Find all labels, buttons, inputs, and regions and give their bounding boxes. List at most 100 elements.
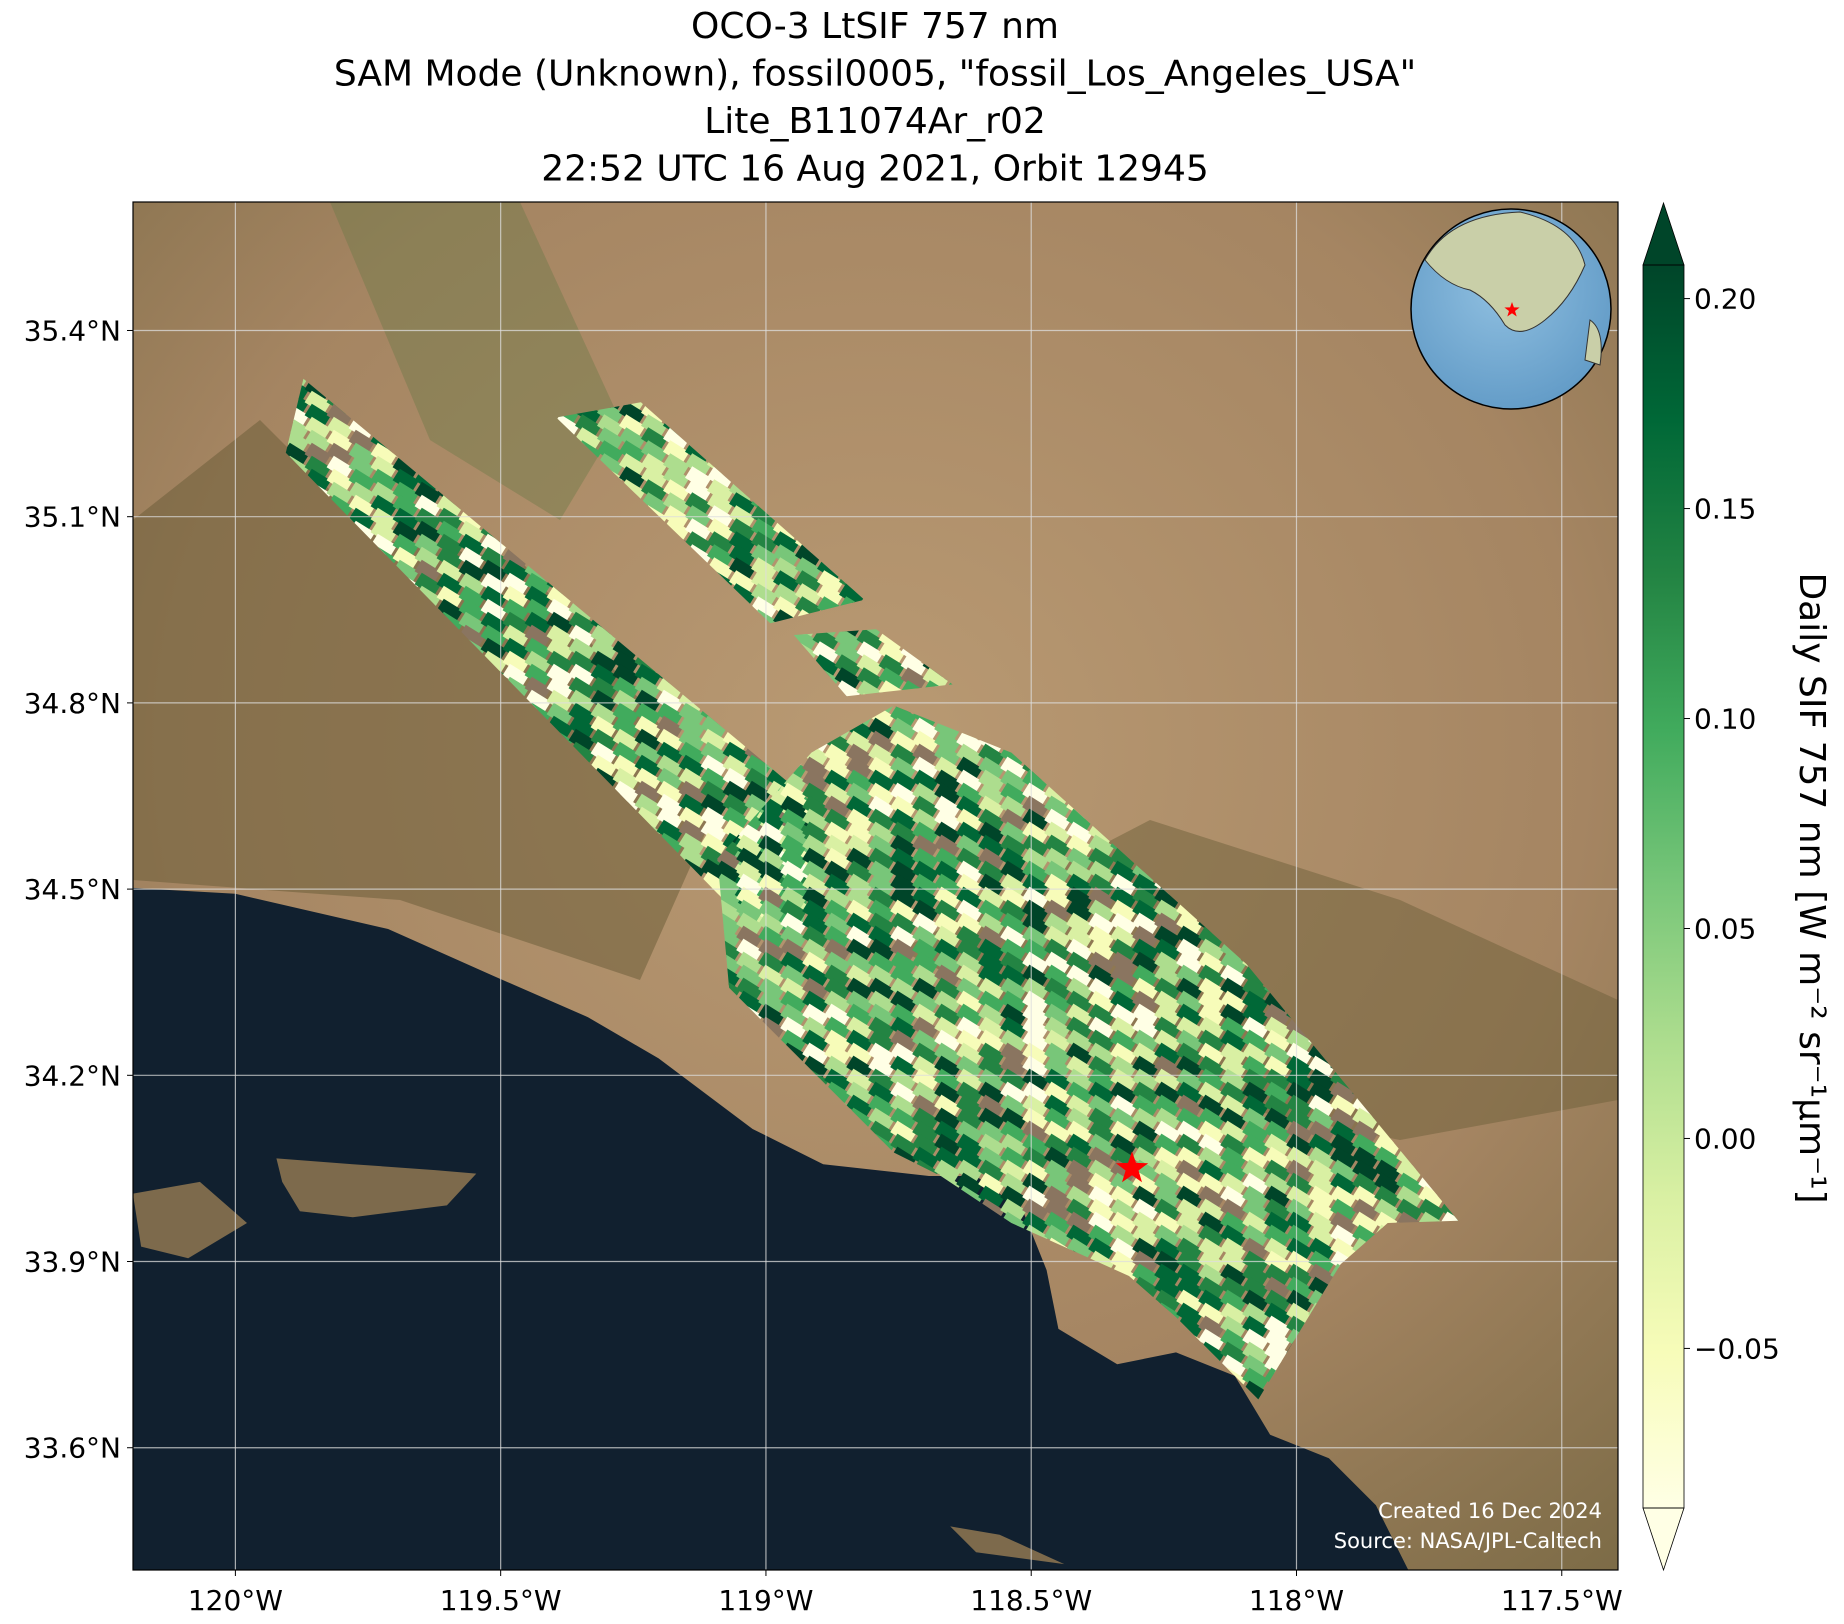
swath-cell <box>1066 1003 1093 1028</box>
swath-cell <box>436 585 463 610</box>
swath-cell <box>1220 990 1247 1015</box>
swath-cell <box>1044 977 1071 1002</box>
swath-cell <box>1088 1107 1115 1132</box>
swath-cell <box>856 629 883 652</box>
swath-cell <box>1022 1003 1049 1028</box>
swath-cell <box>392 494 419 519</box>
swath-cell <box>546 689 573 714</box>
swath-cell <box>612 676 639 701</box>
swath-cell <box>1220 1042 1247 1067</box>
swath-cell <box>1066 1159 1093 1184</box>
swath-cell <box>700 780 727 805</box>
swath-cell <box>956 730 983 755</box>
swath-cell <box>1198 1133 1225 1158</box>
swath-cell <box>1044 912 1071 937</box>
swath-cell <box>934 1055 961 1080</box>
colorbar-tick-label: 0.05 <box>1694 912 1756 945</box>
swath-cell <box>772 583 800 607</box>
swath-cell <box>1132 1198 1159 1223</box>
swath-cell <box>934 873 961 898</box>
swath-cell <box>1176 964 1203 989</box>
swath-cell <box>758 847 785 872</box>
swath-cell <box>794 583 822 607</box>
swath-cell <box>956 821 983 846</box>
swath-cell <box>1022 847 1049 872</box>
swath-cell <box>824 990 851 1015</box>
swath-cell <box>1000 1159 1027 1184</box>
swath-cell <box>1264 1172 1291 1197</box>
swath-cell <box>744 754 771 779</box>
swath-cell <box>912 925 939 950</box>
swath-cell <box>868 1003 895 1028</box>
swath-cell <box>780 782 807 807</box>
swath-cell <box>780 834 807 859</box>
swath-cell <box>978 756 1005 781</box>
swath-cell <box>546 663 573 688</box>
swath-cell <box>736 873 763 898</box>
swath-cell <box>912 977 939 1002</box>
swath-cell <box>934 951 961 976</box>
swath-cell <box>846 1081 873 1106</box>
swath-cell <box>1000 925 1027 950</box>
swath-cell <box>1220 1172 1247 1197</box>
swath-cell <box>956 1003 983 1028</box>
swath-cell <box>700 741 727 766</box>
swath-cell <box>1110 964 1137 989</box>
swath-cell <box>1088 873 1115 898</box>
swath-cell <box>890 717 917 742</box>
swath-cell <box>1088 1068 1115 1093</box>
swath-cell <box>824 977 851 1002</box>
swath-cell <box>736 925 763 950</box>
swath-cell <box>1022 821 1049 846</box>
swath-cell <box>1264 1289 1291 1314</box>
swath-cell <box>780 808 807 833</box>
swath-cell <box>285 442 309 467</box>
swath-cell <box>1176 1237 1203 1262</box>
swath-cell <box>1198 1146 1225 1171</box>
swath-cell <box>1000 1029 1027 1054</box>
swath-cell <box>1220 1276 1247 1301</box>
swath-cell <box>1000 1185 1027 1210</box>
swath-cell <box>1352 1211 1379 1236</box>
swath-cell <box>1110 860 1137 885</box>
swath-cell <box>934 938 961 963</box>
swath-cell <box>956 899 983 924</box>
swath-cell <box>728 583 756 607</box>
swath-cell <box>846 834 873 859</box>
swath-cell <box>1220 1068 1247 1093</box>
swath-cell <box>934 1107 961 1132</box>
swath-cell <box>758 1003 785 1028</box>
swath-cell <box>1374 1172 1401 1197</box>
swath-cell <box>912 847 939 872</box>
swath-cell <box>1176 938 1203 963</box>
swath-cell <box>458 507 485 532</box>
swath-cell <box>612 780 639 805</box>
swath-cell <box>1110 1029 1137 1054</box>
swath-cell <box>890 886 917 911</box>
swath-cell <box>370 494 397 519</box>
swath-cell <box>634 754 661 779</box>
swath-cell <box>326 403 353 428</box>
swath-cell <box>634 767 661 792</box>
swath-cell <box>1308 1198 1335 1223</box>
swath-cell <box>856 667 883 691</box>
swath-cell <box>1044 834 1071 859</box>
titles: OCO-3 LtSIF 757 nm SAM Mode (Unknown), fo… <box>334 6 1416 190</box>
swath-cell <box>1154 1185 1181 1210</box>
swath-cell <box>758 964 785 989</box>
swath-cell <box>978 977 1005 1002</box>
swath-cell <box>1000 1120 1027 1145</box>
swath-cell <box>590 702 617 727</box>
swath-cell <box>1110 1094 1137 1119</box>
swath-cell <box>1286 1276 1313 1301</box>
swath-cell <box>1176 1016 1203 1041</box>
swath-cell <box>1220 1341 1247 1366</box>
swath-cell <box>868 899 895 924</box>
swath-cell <box>934 886 961 911</box>
swath-cell <box>1242 1367 1269 1392</box>
swath-cell <box>1000 834 1027 859</box>
swath-cell <box>956 1055 983 1080</box>
swath-cell <box>1110 847 1137 872</box>
swath-cell <box>1154 1159 1181 1184</box>
swath-cell <box>1088 977 1115 1002</box>
